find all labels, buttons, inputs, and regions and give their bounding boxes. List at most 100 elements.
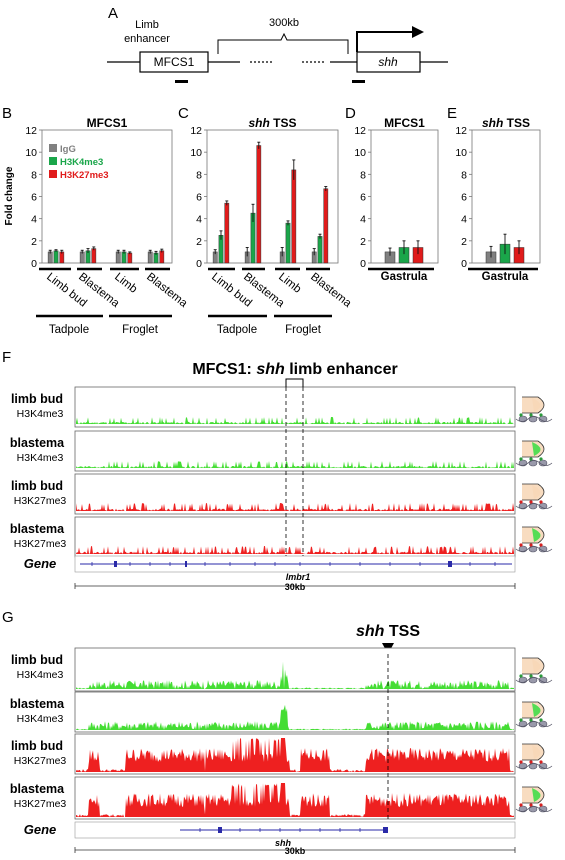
track-sample-label: blastema [10, 522, 65, 536]
panel-g-tracks: limb bud H3K4me3 blastema H3K4me3 limb bud H3… [10, 647, 553, 856]
gene-name: shh [275, 838, 292, 848]
y-tick-label: 6 [360, 192, 366, 204]
legend-h3k27me3: H3K27me3 [60, 170, 109, 181]
mfcs1-box [139, 51, 209, 73]
histone-mark-icon [539, 500, 543, 504]
histone-mark-icon [519, 413, 523, 417]
tissue-tip-icon [532, 485, 541, 499]
y-tick-label: 10 [25, 147, 37, 159]
nucleosome-icon [538, 502, 548, 510]
track-frame [74, 647, 516, 692]
tissue-tip-icon [532, 659, 541, 673]
bar [147, 251, 153, 264]
tissue-tip-icon [532, 442, 541, 456]
limb-enhancer-label-2: enhancer [124, 33, 170, 45]
chart-d: MFCS1 0 2 4 6 8 10 12 Gastrula [354, 116, 439, 283]
histone-mark-icon [539, 718, 543, 722]
y-tick-label: 10 [190, 147, 202, 159]
bar [317, 236, 323, 264]
group-label: Tadpole [49, 324, 89, 336]
panel-g-tss-label: shh TSS [356, 623, 420, 640]
histone-mark-icon [539, 543, 543, 547]
nucleosome-icon [538, 805, 548, 813]
dna-icon [515, 460, 553, 466]
y-tick-label: 2 [196, 236, 202, 248]
gene-exon [114, 561, 117, 567]
y-tick-label: 12 [354, 125, 366, 137]
histone-mark-icon [519, 674, 523, 678]
panel-letter-e: E [447, 105, 457, 122]
gene-exon [185, 561, 187, 567]
gene-exon [383, 827, 388, 833]
tissue-tip-icon [532, 745, 541, 759]
bar [59, 251, 65, 264]
y-tick-label: 6 [196, 192, 202, 204]
track-mark-label: H3K4me3 [17, 452, 64, 464]
histone-mark-icon [529, 674, 533, 678]
panel-letter-c: C [178, 105, 189, 122]
chart-title: MFCS1 [384, 116, 425, 130]
y-tick-label: 6 [461, 192, 467, 204]
signal-track [76, 461, 514, 468]
legend-h3k4me3: H3K4me3 [60, 157, 103, 168]
gene-name: lmbr1 [286, 572, 311, 582]
track-frame [74, 386, 516, 428]
panel-letter-b: B [2, 105, 12, 122]
scale-label: 30kb [285, 846, 306, 855]
histone-mark-icon [539, 413, 543, 417]
histone-mark-icon [539, 457, 543, 461]
dna-icon [515, 721, 553, 727]
bar [79, 251, 85, 264]
histone-mark-icon [519, 500, 523, 504]
y-tick-label: 12 [455, 125, 467, 137]
chart-title: shh TSS [248, 116, 296, 130]
primer-shh [352, 80, 365, 83]
track-sample-label: limb bud [11, 653, 63, 667]
dna-icon [515, 806, 553, 812]
legend-igg: IgG [60, 144, 76, 155]
y-tick-label: 0 [461, 258, 467, 270]
y-tick-label: 12 [190, 125, 202, 137]
group-label: Froglet [285, 324, 322, 336]
bar [127, 252, 133, 264]
tissue-tip-icon [532, 703, 541, 717]
panel-letter-f: F [2, 349, 11, 366]
y-tick-label: 10 [455, 147, 467, 159]
signal-track [76, 546, 514, 554]
plot-frame [471, 129, 541, 264]
dna-icon [515, 503, 553, 509]
tissue-tip-icon [532, 528, 541, 542]
y-tick-label: 4 [461, 214, 467, 226]
y-tick-label: 0 [31, 258, 37, 270]
y-tick-label: 0 [360, 258, 366, 270]
panel-letter-d: D [345, 105, 356, 122]
signal-track [76, 503, 514, 511]
track-frame [74, 430, 516, 472]
track-mark-label: H3K27me3 [14, 755, 67, 767]
legend-h3k27me3-swatch [49, 170, 57, 178]
nucleosome-icon [538, 762, 548, 770]
histone-mark-icon [529, 413, 533, 417]
nucleosome-icon [538, 720, 548, 728]
y-tick-label: 8 [196, 169, 202, 181]
tissue-tip-icon [532, 398, 541, 412]
y-axis-label: Fold change [4, 166, 15, 225]
track-mark-label: H3K4me3 [17, 408, 64, 420]
track-mark-label: H3K4me3 [17, 713, 64, 725]
enhancer-highlight-bracket [285, 378, 304, 387]
group-label: Froglet [122, 324, 159, 336]
y-tick-label: 8 [461, 169, 467, 181]
track-sample-label: limb bud [11, 392, 63, 406]
nucleosome-icon [538, 545, 548, 553]
bar [323, 188, 329, 264]
primer-mfcs1 [175, 80, 188, 83]
dna-icon [515, 763, 553, 769]
group-label: Tadpole [217, 324, 257, 336]
category-label: Limb [276, 271, 303, 296]
track-sample-label: limb bud [11, 479, 63, 493]
histone-mark-icon [529, 760, 533, 764]
bar [121, 251, 127, 264]
histone-mark-icon [529, 543, 533, 547]
chart-title: shh TSS [482, 116, 530, 130]
bar [53, 250, 59, 264]
